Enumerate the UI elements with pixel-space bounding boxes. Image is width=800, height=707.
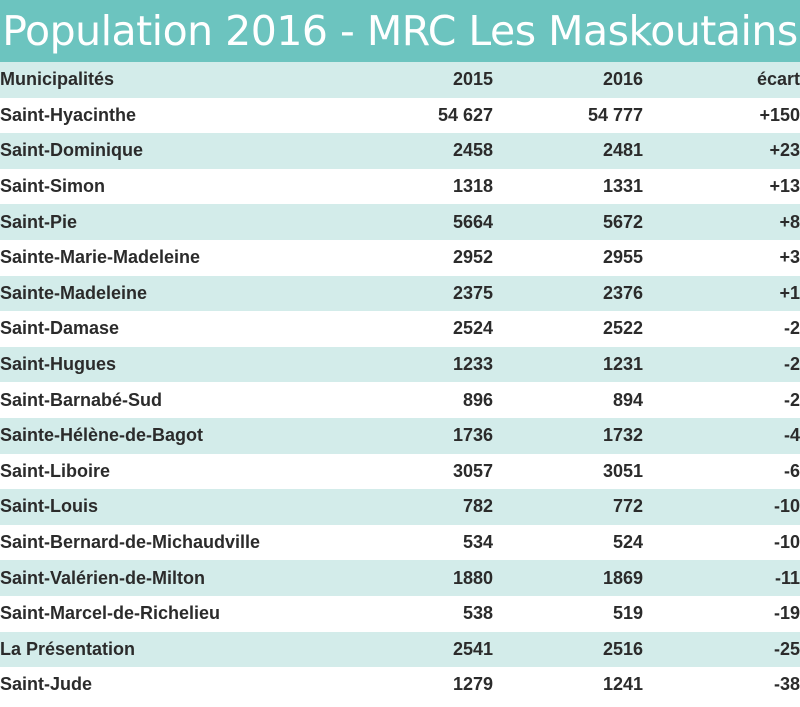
- municipality-name: Saint-Marcel-de-Richelieu: [0, 603, 221, 624]
- value-ecart: -11: [774, 567, 800, 588]
- value-2016: 2376: [602, 282, 643, 303]
- value-2016: 1231: [602, 354, 643, 375]
- value-ecart: -38: [773, 674, 800, 695]
- value-2015: 1279: [452, 674, 493, 695]
- value-ecart: +150: [759, 104, 800, 125]
- municipality-name: Sainte-Madeleine: [0, 282, 148, 303]
- table-row: Saint-Pie 5664 5672 +8: [0, 204, 800, 240]
- table-row: Saint-Hugues 1233 1231 -2: [0, 346, 800, 383]
- table-row: Saint-Marcel-de-Richelieu 538 519 -19: [0, 595, 800, 632]
- municipality-name: Saint-Barnabé-Sud: [0, 389, 163, 410]
- value-2016: 3051: [602, 460, 643, 481]
- municipality-name: La Présentation: [0, 638, 136, 659]
- value-2016: 519: [612, 603, 643, 624]
- table-row: Saint-Bernard-de-Michaudville 534 524 -10: [0, 524, 800, 561]
- table-row: Sainte-Marie-Madeleine 2952 2955 +3: [0, 239, 800, 276]
- value-2015: 2541: [452, 638, 493, 659]
- value-2016: 772: [612, 496, 643, 517]
- value-ecart: -25: [773, 638, 800, 659]
- municipality-name: Saint-Damase: [0, 318, 120, 339]
- value-2015: 2458: [452, 140, 493, 161]
- column-header-municipalites: Municipalités: [0, 69, 115, 90]
- value-ecart: -2: [783, 389, 800, 410]
- value-2016: 1241: [602, 674, 643, 695]
- municipality-name: Saint-Bernard-de-Michaudville: [0, 532, 261, 553]
- table-row: Sainte-Madeleine 2375 2376 +1: [0, 275, 800, 312]
- table-row: Saint-Damase 2524 2522 -2: [0, 311, 800, 347]
- municipality-name: Saint-Hyacinthe: [0, 104, 137, 125]
- value-2015: 2524: [452, 318, 493, 339]
- municipality-name: Saint-Dominique: [0, 140, 143, 161]
- table-row: Saint-Simon 1318 1331 +13: [0, 168, 800, 205]
- column-header-ecart: écart: [756, 69, 800, 90]
- value-ecart: -10: [773, 496, 800, 517]
- value-2015: 1736: [452, 425, 493, 446]
- table-row: Saint-Dominique 2458 2481 +23: [0, 133, 800, 169]
- table-body: Saint-Hyacinthe 54 627 54 777 +150 Saint-Dom…: [0, 97, 800, 703]
- municipality-name: Saint-Liboire: [0, 460, 111, 481]
- value-2016: 2522: [602, 318, 643, 339]
- municipality-name: Saint-Pie: [0, 211, 78, 232]
- value-ecart: -2: [783, 318, 800, 339]
- table-row: Saint-Louis 782 772 -10: [0, 489, 800, 525]
- table-row: Sainte-Hélène-de-Bagot 1736 1732 -4: [0, 417, 800, 454]
- column-header-2016: 2016: [602, 69, 643, 90]
- value-2015: 534: [462, 532, 493, 553]
- value-ecart: +13: [769, 176, 800, 197]
- municipality-name: Saint-Jude: [0, 674, 93, 695]
- municipality-name: Sainte-Marie-Madeleine: [0, 247, 201, 268]
- header-row: Municipalités 2015 2016 écart: [0, 62, 800, 98]
- table-row: Saint-Valérien-de-Milton 1880 1869 -11: [0, 560, 800, 596]
- value-2015: 538: [462, 603, 493, 624]
- value-2015: 5664: [452, 211, 493, 232]
- table-row: Saint-Hyacinthe 54 627 54 777 +150: [0, 97, 800, 134]
- table-row: Saint-Barnabé-Sud 896 894 -2: [0, 382, 800, 418]
- value-2015: 2375: [452, 282, 493, 303]
- municipality-name: Saint-Hugues: [0, 354, 117, 375]
- value-2015: 54 627: [437, 104, 493, 125]
- value-ecart: +3: [779, 247, 800, 268]
- municipality-name: Saint-Valérien-de-Milton: [0, 567, 206, 588]
- table-row: La Présentation 2541 2516 -25: [0, 631, 800, 668]
- population-table: Municipalités 2015 2016 écart Saint-Hyac…: [0, 62, 800, 703]
- table-row: Saint-Jude 1279 1241 -38: [0, 667, 800, 703]
- value-ecart: -4: [783, 425, 800, 446]
- value-2016: 894: [612, 389, 643, 410]
- value-ecart: -2: [783, 354, 800, 375]
- municipality-name: Sainte-Hélène-de-Bagot: [0, 425, 204, 446]
- value-ecart: +8: [779, 211, 800, 232]
- value-2016: 5672: [602, 211, 643, 232]
- value-2016: 2516: [602, 638, 643, 659]
- value-2016: 1732: [602, 425, 643, 446]
- value-2016: 2481: [602, 140, 643, 161]
- value-2015: 1233: [452, 354, 493, 375]
- table-title: Population 2016 - MRC Les Maskoutains: [0, 0, 800, 62]
- value-2016: 524: [612, 532, 643, 553]
- value-ecart: -10: [773, 532, 800, 553]
- value-2016: 1331: [602, 176, 643, 197]
- value-2015: 896: [462, 389, 493, 410]
- value-2015: 2952: [452, 247, 493, 268]
- municipality-name: Saint-Louis: [0, 496, 98, 517]
- value-ecart: -19: [773, 603, 800, 624]
- value-2016: 54 777: [587, 104, 643, 125]
- value-2016: 2955: [602, 247, 643, 268]
- column-header-2015: 2015: [452, 69, 493, 90]
- value-2015: 1880: [452, 567, 493, 588]
- value-ecart: +23: [769, 140, 800, 161]
- value-2016: 1869: [602, 567, 643, 588]
- table-row: Saint-Liboire 3057 3051 -6: [0, 453, 800, 490]
- value-2015: 3057: [452, 460, 493, 481]
- value-2015: 782: [462, 496, 493, 517]
- value-ecart: +1: [779, 282, 800, 303]
- value-ecart: -6: [783, 460, 800, 481]
- municipality-name: Saint-Simon: [0, 176, 106, 197]
- value-2015: 1318: [452, 176, 493, 197]
